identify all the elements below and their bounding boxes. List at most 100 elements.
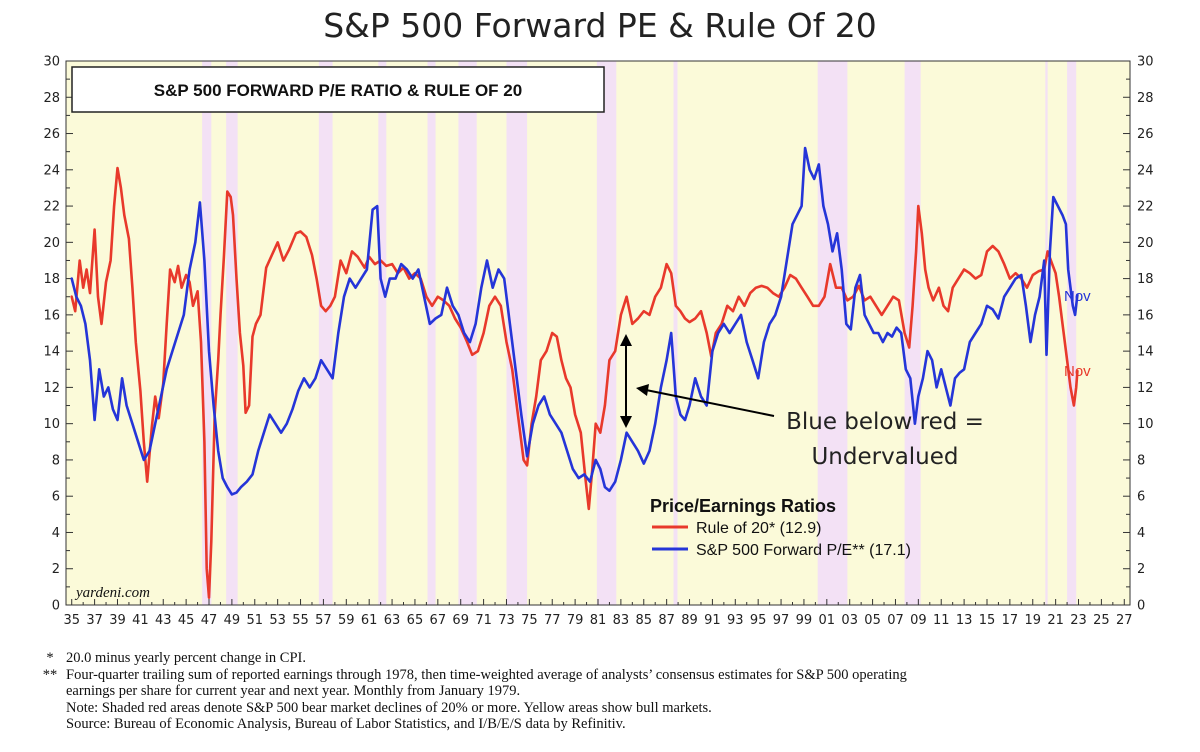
xtick-label: 19 — [1024, 613, 1041, 628]
ytick-right-label: 20 — [1137, 236, 1154, 251]
nov-label-forward-pe: Nov — [1064, 288, 1091, 305]
ytick-left-label: 8 — [52, 453, 60, 468]
ytick-left-label: 28 — [43, 91, 60, 106]
ytick-left-label: 22 — [43, 200, 60, 215]
xtick-label: 77 — [544, 613, 561, 628]
footnote-cpi: * 20.0 minus yearly percent change in CPI… — [46, 650, 306, 666]
xtick-label: 21 — [1047, 613, 1064, 628]
xtick-label: 49 — [224, 613, 241, 628]
annotation-line1: Blue below red = — [786, 409, 984, 435]
xtick-label: 07 — [887, 613, 904, 628]
xtick-label: 05 — [864, 613, 881, 628]
xtick-label: 93 — [727, 613, 744, 628]
xtick-label: 09 — [910, 613, 927, 628]
ytick-right-label: 2 — [1137, 562, 1145, 577]
xtick-label: 51 — [247, 613, 264, 628]
bear-band-6 — [506, 61, 528, 605]
bear-band-4 — [427, 61, 436, 605]
xtick-label: 99 — [796, 613, 813, 628]
nov-label-rule20: Nov — [1064, 363, 1091, 380]
bear-band-8 — [673, 61, 678, 605]
footnote-source: Source: Bureau of Economic Analysis, Bur… — [66, 716, 626, 733]
ytick-left-label: 2 — [52, 562, 60, 577]
xtick-label: 47 — [201, 613, 218, 628]
ytick-left-label: 14 — [43, 345, 60, 360]
xtick-label: 39 — [109, 613, 126, 628]
bear-band-1 — [226, 61, 238, 605]
xtick-label: 43 — [155, 613, 172, 628]
xtick-label: 73 — [498, 613, 515, 628]
bear-band-10 — [904, 61, 921, 605]
legend-title: Price/Earnings Ratios — [650, 496, 836, 516]
ytick-right-label: 22 — [1137, 200, 1154, 215]
xtick-label: 67 — [430, 613, 447, 628]
chart-title: S&P 500 FORWARD P/E RATIO & RULE OF 20 — [154, 81, 522, 100]
xtick-label: 27 — [1116, 613, 1133, 628]
annotation-line2: Undervalued — [811, 444, 958, 470]
ytick-right-label: 16 — [1137, 308, 1154, 323]
xtick-label: 71 — [475, 613, 492, 628]
xtick-label: 37 — [86, 613, 103, 628]
xtick-label: 75 — [521, 613, 538, 628]
watermark-label: yardeni.com — [74, 585, 150, 601]
ytick-left-label: 26 — [43, 127, 60, 142]
legend-label-forward-pe: S&P 500 Forward P/E** (17.1) — [696, 542, 911, 559]
xtick-label: 65 — [407, 613, 424, 628]
ytick-right-label: 8 — [1137, 453, 1145, 468]
xtick-label: 23 — [1070, 613, 1087, 628]
ytick-right-label: 26 — [1137, 127, 1154, 142]
xtick-label: 03 — [841, 613, 858, 628]
xtick-label: 01 — [819, 613, 836, 628]
ytick-left-label: 12 — [43, 381, 60, 396]
xtick-label: 97 — [773, 613, 790, 628]
xtick-label: 61 — [361, 613, 378, 628]
footnotes: * 20.0 minus yearly percent change in CPI… — [34, 650, 1184, 733]
ytick-left-label: 30 — [43, 55, 60, 70]
xtick-label: 85 — [635, 613, 652, 628]
xtick-label: 45 — [178, 613, 195, 628]
ytick-left-label: 4 — [52, 526, 60, 541]
bear-band-9 — [817, 61, 848, 605]
bear-band-0 — [202, 61, 212, 605]
xtick-label: 87 — [658, 613, 675, 628]
bear-band-2 — [318, 61, 333, 605]
footnote-earnings-cont: earnings per share for current year and … — [66, 683, 521, 700]
xtick-label: 95 — [750, 613, 767, 628]
footnote-earnings: ** Four-quarter trailing sum of reported … — [42, 666, 907, 683]
xtick-label: 15 — [979, 613, 996, 628]
xtick-label: 17 — [1002, 613, 1019, 628]
plot-frame — [65, 60, 1131, 606]
legend-label-rule20: Rule of 20* (12.9) — [696, 520, 821, 537]
xtick-label: 81 — [590, 613, 607, 628]
bear-band-5 — [458, 61, 477, 605]
series-rule-of-20 — [70, 166, 1079, 599]
xtick-label: 79 — [567, 613, 584, 628]
ytick-left-label: 18 — [43, 272, 60, 287]
bear-market-bands — [202, 61, 1077, 605]
xtick-label: 25 — [1093, 613, 1110, 628]
xtick-label: 55 — [292, 613, 309, 628]
ytick-left-label: 16 — [43, 308, 60, 323]
ytick-right-label: 4 — [1137, 526, 1145, 541]
ytick-left-label: 24 — [43, 163, 60, 178]
ytick-left-label: 20 — [43, 236, 60, 251]
ytick-right-label: 14 — [1137, 345, 1154, 360]
xtick-label: 41 — [132, 613, 149, 628]
bear-band-12 — [1067, 61, 1077, 605]
xtick-label: 53 — [269, 613, 286, 628]
bear-band-7 — [596, 61, 617, 605]
ytick-right-label: 0 — [1137, 599, 1145, 614]
xtick-label: 89 — [681, 613, 698, 628]
ytick-right-label: 18 — [1137, 272, 1154, 287]
xtick-label: 69 — [452, 613, 469, 628]
xtick-label: 63 — [384, 613, 401, 628]
ytick-right-label: 12 — [1137, 381, 1154, 396]
xtick-label: 13 — [956, 613, 973, 628]
ytick-right-label: 28 — [1137, 91, 1154, 106]
xtick-label: 59 — [338, 613, 355, 628]
xtick-label: 91 — [704, 613, 721, 628]
series-forward-pe — [70, 146, 1079, 496]
chart-title-box: S&P 500 FORWARD P/E RATIO & RULE OF 20 — [71, 66, 605, 113]
